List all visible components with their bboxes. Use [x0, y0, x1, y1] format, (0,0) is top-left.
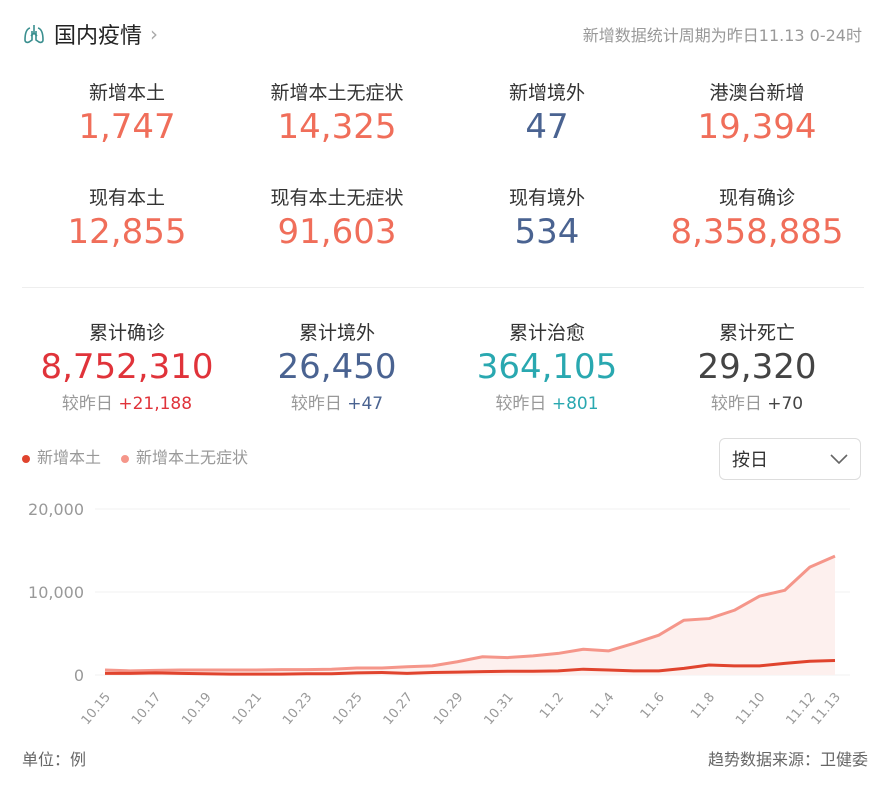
stat-value: 47 — [525, 107, 569, 147]
stat-label: 累计治愈 — [508, 322, 585, 344]
stat-delta-row: 较昨日 +21,188 — [22, 389, 232, 414]
delta-label: 较昨日 — [290, 394, 342, 414]
x-tick-label: 11.8 — [688, 690, 718, 722]
x-tick-label: 11.10 — [733, 690, 768, 728]
stat-label: 新增本土无症状 — [270, 82, 404, 104]
x-tick-label: 11.2 — [537, 690, 567, 722]
stat-label: 累计境外 — [298, 322, 375, 344]
delta-value: +21,188 — [118, 394, 193, 414]
stat-value: 12,855 — [67, 212, 187, 252]
x-tick-label: 10.19 — [179, 690, 214, 728]
divider — [22, 287, 864, 288]
stat-value: 91,603 — [277, 212, 397, 252]
stat-label: 现有本土 — [88, 187, 165, 209]
x-tick-label: 10.27 — [381, 690, 416, 728]
stat-card: 累计死亡 29,320 较昨日 +70 — [652, 318, 862, 414]
legend-label: 新增本土 — [37, 448, 102, 467]
stat-value: 534 — [514, 212, 580, 252]
period-select[interactable]: 按日 — [719, 438, 861, 480]
stat-label: 累计死亡 — [718, 322, 795, 344]
legend-label: 新增本土无症状 — [136, 448, 249, 467]
stat-period-note: 新增数据统计周期为昨日11.13 0-24时 — [582, 26, 862, 45]
stat-card: 累计治愈 364,105 较昨日 +801 — [442, 318, 652, 414]
stat-value: 14,325 — [277, 107, 397, 147]
stat-delta-row: 较昨日 +801 — [442, 389, 652, 414]
x-tick-label: 10.15 — [79, 690, 114, 728]
stat-label: 港澳台新增 — [709, 82, 805, 104]
stat-value: 8,752,310 — [40, 347, 214, 387]
legend-dot-icon — [121, 454, 130, 463]
delta-value: +70 — [767, 394, 804, 414]
stat-value: 8,358,885 — [670, 212, 844, 252]
stat-value: 26,450 — [277, 347, 397, 387]
stat-value: 19,394 — [697, 107, 817, 147]
stat-card: 累计境外 26,450 较昨日 +47 — [232, 318, 442, 414]
stat-value: 29,320 — [697, 347, 817, 387]
stat-delta-row: 较昨日 +47 — [232, 389, 442, 414]
chart-legend: 新增本土 新增本土无症状 — [22, 444, 248, 468]
x-tick-label: 10.29 — [431, 690, 466, 728]
stat-card: 新增本土无症状 14,325 — [232, 78, 442, 149]
source-label: 趋势数据来源：卫健委 — [707, 750, 868, 769]
stat-label: 累计确诊 — [88, 322, 165, 344]
stat-label: 新增境外 — [508, 82, 585, 104]
chevron-right-icon: › — [150, 22, 159, 46]
delta-value: +801 — [551, 394, 599, 414]
delta-label: 较昨日 — [495, 394, 547, 414]
stat-card: 现有境外 534 — [442, 183, 652, 254]
legend-dot-icon — [22, 454, 30, 463]
legend-item[interactable]: 新增本土无症状 — [121, 444, 248, 468]
series-area — [105, 556, 835, 675]
y-tick-label: 0 — [74, 666, 84, 685]
lungs-icon — [24, 25, 44, 44]
series-line — [105, 659, 836, 676]
legend-item[interactable]: 新增本土 — [22, 444, 101, 468]
stat-card: 新增境外 47 — [442, 78, 652, 149]
stat-card: 现有本土无症状 91,603 — [232, 183, 442, 254]
stat-card: 累计确诊 8,752,310 较昨日 +21,188 — [22, 318, 232, 414]
header[interactable]: 国内疫情 › — [22, 18, 158, 50]
x-tick-label: 10.17 — [129, 690, 164, 728]
stat-card: 新增本土 1,747 — [22, 78, 232, 149]
stat-value: 364,105 — [476, 347, 618, 387]
delta-value: +47 — [347, 394, 384, 414]
delta-label: 较昨日 — [710, 394, 762, 414]
delta-label: 较昨日 — [61, 394, 113, 414]
period-select-value: 按日 — [732, 450, 768, 471]
unit-label: 单位：例 — [22, 750, 87, 769]
y-tick-label: 20,000 — [28, 500, 84, 519]
stat-label: 现有境外 — [508, 187, 585, 209]
new-stats-grid: 新增本土 1,747 新增本土无症状 14,325 新增境外 47 港澳台新增 19,394 — [22, 78, 862, 149]
y-tick-label: 10,000 — [28, 583, 84, 602]
x-tick-label: 10.21 — [230, 690, 265, 728]
header-title: 国内疫情 — [54, 24, 143, 49]
current-stats-grid: 现有本土 12,855 现有本土无症状 91,603 现有境外 534 现有确诊 8,358,… — [22, 183, 862, 254]
x-tick-label: 11.4 — [587, 690, 617, 722]
total-stats-grid: 累计确诊 8,752,310 较昨日 +21,188 累计境外 26,450 较昨日 +4… — [22, 318, 862, 414]
x-tick-label: 10.31 — [481, 690, 516, 728]
stat-card: 现有本土 12,855 — [22, 183, 232, 254]
stat-card: 港澳台新增 19,394 — [652, 78, 862, 149]
stat-card: 现有确诊 8,358,885 — [652, 183, 862, 254]
stat-label: 新增本土 — [88, 82, 165, 104]
chevron-down-icon — [830, 454, 848, 464]
trend-chart: 0 10,000 20,000 10.15 10.17 10.19 10.21 10.23 10… — [28, 500, 850, 728]
series-line — [104, 554, 836, 673]
stat-label: 现有确诊 — [718, 187, 795, 209]
stat-label: 现有本土无症状 — [270, 187, 404, 209]
stat-value: 1,747 — [78, 107, 176, 147]
x-tick-label: 10.25 — [330, 690, 365, 728]
x-tick-label: 11.6 — [638, 690, 668, 722]
x-tick-label: 10.23 — [280, 690, 315, 728]
stat-delta-row: 较昨日 +70 — [652, 389, 862, 414]
